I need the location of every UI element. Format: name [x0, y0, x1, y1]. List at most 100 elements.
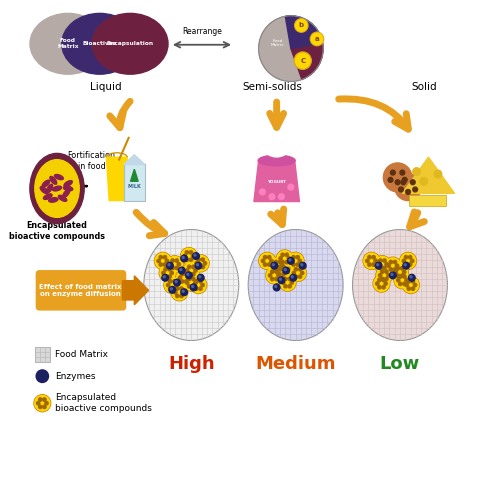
Circle shape [192, 265, 195, 268]
Circle shape [192, 272, 195, 276]
Polygon shape [402, 157, 454, 193]
Circle shape [278, 268, 282, 271]
Circle shape [36, 370, 48, 383]
Circle shape [186, 281, 189, 285]
Wedge shape [286, 16, 323, 49]
Circle shape [374, 259, 378, 263]
Circle shape [199, 280, 202, 283]
Circle shape [170, 271, 173, 275]
Circle shape [276, 250, 293, 267]
Circle shape [160, 265, 175, 281]
Circle shape [382, 278, 385, 282]
Circle shape [166, 263, 173, 269]
Circle shape [170, 288, 172, 290]
Circle shape [188, 285, 191, 288]
Circle shape [378, 266, 382, 270]
Text: Effect of food matrix
on enzyme diffusion: Effect of food matrix on enzyme diffusio… [40, 284, 122, 297]
Circle shape [175, 281, 177, 283]
Circle shape [376, 267, 392, 283]
Circle shape [201, 258, 204, 261]
Circle shape [376, 282, 379, 285]
Circle shape [194, 287, 198, 290]
Circle shape [195, 262, 198, 265]
FancyArrow shape [122, 276, 148, 305]
Circle shape [194, 254, 196, 256]
Circle shape [420, 178, 428, 185]
Circle shape [270, 259, 273, 263]
Circle shape [188, 272, 191, 276]
Ellipse shape [92, 13, 168, 74]
Circle shape [363, 252, 380, 269]
Circle shape [290, 274, 296, 281]
Circle shape [404, 264, 406, 265]
Circle shape [408, 274, 415, 281]
Circle shape [171, 266, 174, 270]
Circle shape [169, 263, 172, 266]
Circle shape [204, 262, 206, 265]
Circle shape [395, 272, 410, 288]
Circle shape [169, 286, 175, 293]
Circle shape [366, 259, 369, 263]
Circle shape [184, 280, 188, 283]
Ellipse shape [30, 13, 106, 74]
Circle shape [192, 285, 195, 288]
Circle shape [177, 263, 180, 266]
Circle shape [192, 284, 196, 287]
Circle shape [274, 268, 278, 271]
Text: Bioactives: Bioactives [82, 41, 117, 46]
Circle shape [390, 272, 396, 279]
Circle shape [400, 266, 404, 270]
Circle shape [180, 287, 183, 290]
Circle shape [199, 276, 201, 278]
Ellipse shape [144, 229, 238, 341]
Circle shape [159, 263, 162, 266]
Ellipse shape [48, 198, 58, 202]
Circle shape [288, 184, 294, 190]
Circle shape [34, 395, 50, 412]
Circle shape [274, 260, 278, 264]
Circle shape [396, 274, 400, 277]
Circle shape [310, 32, 324, 46]
Ellipse shape [30, 153, 84, 224]
Circle shape [403, 275, 406, 278]
Circle shape [180, 294, 183, 298]
Circle shape [194, 280, 198, 283]
Circle shape [182, 257, 184, 259]
Circle shape [388, 178, 393, 182]
Circle shape [287, 257, 290, 260]
Circle shape [196, 264, 198, 265]
Text: a: a [314, 36, 320, 42]
Circle shape [280, 275, 295, 290]
Circle shape [192, 285, 194, 287]
Polygon shape [124, 155, 145, 164]
Text: Food
Matrix: Food Matrix [57, 39, 78, 49]
Circle shape [281, 253, 284, 257]
Circle shape [163, 256, 166, 259]
Circle shape [167, 257, 182, 272]
Ellipse shape [258, 155, 295, 166]
Circle shape [185, 251, 188, 254]
Circle shape [396, 264, 398, 267]
Circle shape [384, 282, 388, 285]
Circle shape [392, 264, 408, 281]
Circle shape [288, 252, 304, 269]
Circle shape [282, 281, 285, 285]
Circle shape [201, 265, 204, 269]
Circle shape [42, 398, 46, 401]
Text: Fortification
in food: Fortification in food [68, 151, 116, 171]
Circle shape [284, 269, 287, 272]
Ellipse shape [35, 160, 79, 217]
Circle shape [168, 267, 172, 271]
Circle shape [284, 268, 286, 270]
Circle shape [162, 274, 168, 281]
Circle shape [372, 263, 376, 266]
Circle shape [45, 402, 48, 405]
Ellipse shape [52, 186, 62, 191]
Ellipse shape [248, 229, 343, 341]
Circle shape [414, 284, 416, 287]
Circle shape [38, 398, 42, 401]
Circle shape [172, 287, 176, 290]
Circle shape [289, 259, 291, 261]
Text: High: High [168, 355, 214, 373]
Circle shape [403, 263, 409, 269]
